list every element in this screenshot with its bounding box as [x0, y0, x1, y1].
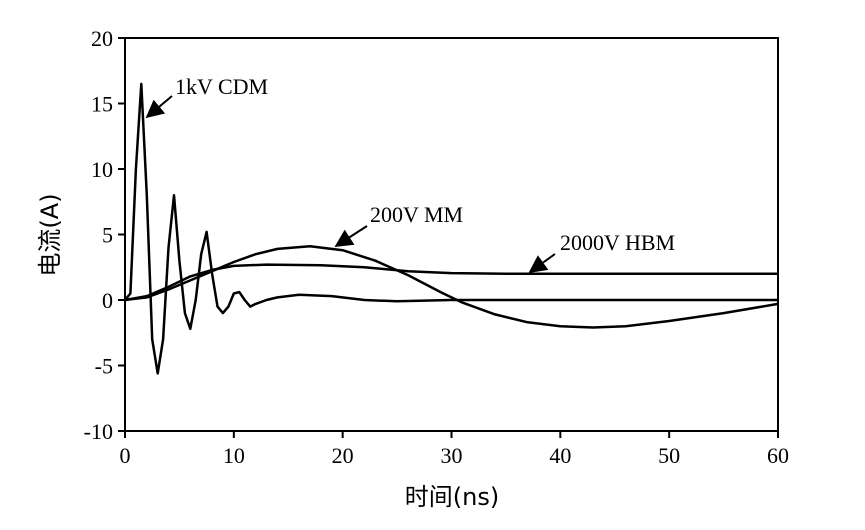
y-tick-label: 0 [102, 288, 113, 313]
series-line [124, 263, 778, 302]
x-tick-label: 50 [658, 443, 680, 468]
y-tick-label: 15 [91, 92, 113, 117]
annotation: 1kV CDM [175, 74, 268, 99]
x-tick-label: 30 [441, 443, 463, 468]
y-tick-label: -5 [95, 354, 113, 379]
y-tick-label: -10 [84, 419, 113, 444]
annotation: 200V MM [370, 202, 463, 227]
x-tick-label: 0 [120, 443, 131, 468]
y-tick-label: 20 [91, 26, 113, 51]
annotation-arrow [528, 253, 556, 274]
plot-frame [124, 37, 779, 432]
y-axis-title: 电流(A) [36, 193, 64, 276]
y-tick-label: 5 [102, 223, 113, 248]
annotation: 2000V HBM [560, 230, 675, 255]
x-tick-label: 60 [767, 443, 789, 468]
y-tick-label: 10 [91, 157, 113, 182]
x-tick-label: 10 [223, 443, 245, 468]
x-tick-label: 40 [549, 443, 571, 468]
annotation-arrow [334, 225, 368, 247]
x-axis-title: 时间(ns) [405, 483, 499, 511]
series-line [124, 245, 779, 329]
x-tick-label: 20 [332, 443, 354, 468]
annotation-arrow [145, 95, 173, 119]
series-line [124, 82, 778, 375]
